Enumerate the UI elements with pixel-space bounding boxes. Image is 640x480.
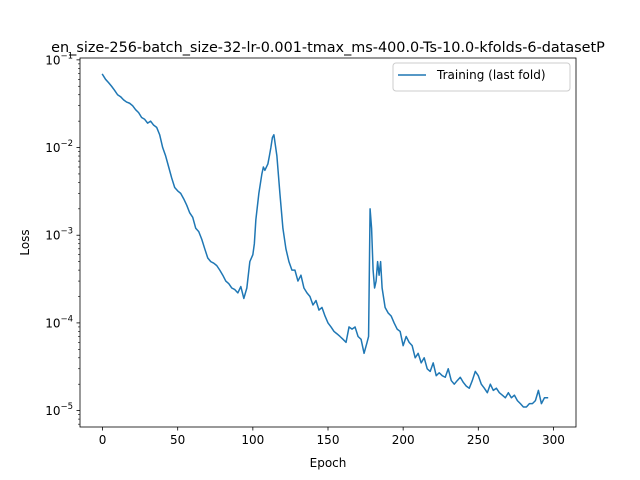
x-axis-label: Epoch — [310, 456, 347, 470]
legend-box — [392, 62, 571, 92]
y-tick-label: 10−5 — [45, 402, 73, 418]
y-tick-label: 10−1 — [45, 51, 73, 67]
legend: Training (last fold) — [392, 62, 571, 92]
y-tick-label: 10−3 — [45, 227, 73, 243]
x-tick-label: 50 — [170, 433, 185, 447]
x-tick-label: 250 — [467, 433, 490, 447]
x-tick-label: 0 — [99, 433, 107, 447]
series-line-training — [101, 73, 549, 408]
axes-frame — [79, 57, 577, 428]
x-tick-label: 300 — [542, 433, 565, 447]
y-tick-label: 10−2 — [45, 139, 73, 155]
y-tick-label: 10−4 — [45, 314, 73, 330]
chart-title: en_size-256-batch_size-32-lr-0.001-tmax_… — [51, 40, 605, 56]
plot-area — [80, 58, 576, 427]
legend-label: Training (last fold) — [436, 68, 546, 82]
y-axis-label: Loss — [18, 229, 32, 255]
x-tick-label: 100 — [241, 433, 264, 447]
x-tick-label: 200 — [392, 433, 415, 447]
series-layer — [101, 73, 549, 408]
ticks-group: 0 50 100 150 200 250 300 10−5 10−4 10−3 10−2 10−1 — [45, 51, 565, 447]
x-tick-label: 150 — [317, 433, 340, 447]
